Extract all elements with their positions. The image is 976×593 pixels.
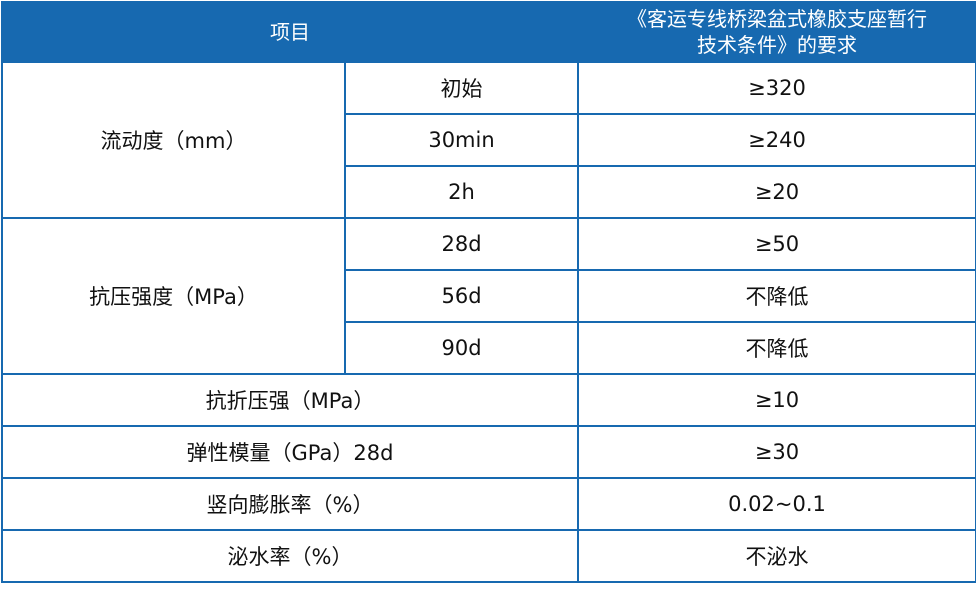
row-label: 泌水率（%） <box>1 529 579 583</box>
table-row: 30min ≥240 <box>2 113 976 167</box>
value: 不降低 <box>577 269 976 323</box>
header-row: 项目 《客运专线桥梁盆式橡胶支座暂行技术条件》的要求 <box>1 1 976 63</box>
value: 不泌水 <box>577 529 976 583</box>
value: 不降低 <box>577 321 976 375</box>
sub-label: 90d <box>344 321 579 375</box>
value: ≥50 <box>577 217 976 271</box>
value: ≥320 <box>577 61 976 115</box>
header-item: 项目 <box>1 1 579 63</box>
value: ≥30 <box>577 425 976 479</box>
table-row: 56d 不降低 <box>2 269 976 323</box>
sub-label: 30min <box>344 113 579 167</box>
table-row: 90d 不降低 <box>2 321 976 375</box>
table-row: 2h ≥20 <box>2 165 976 219</box>
table-row: 竖向膨胀率（%） 0.02~0.1 <box>1 477 976 531</box>
value: 0.02~0.1 <box>577 477 976 531</box>
table-row: 抗压强度（MPa） 28d ≥50 <box>1 217 976 375</box>
sub-label: 2h <box>344 165 579 219</box>
value: ≥240 <box>577 113 976 167</box>
header-requirement-text: 《客运专线桥梁盆式橡胶支座暂行技术条件》的要求 <box>627 7 927 57</box>
row-label: 竖向膨胀率（%） <box>1 477 579 531</box>
table-row: 泌水率（%） 不泌水 <box>1 529 976 583</box>
value: ≥20 <box>577 165 976 219</box>
compressive-label: 抗压强度（MPa） <box>1 217 346 375</box>
sub-label: 28d <box>344 217 579 271</box>
table-row: 弹性模量（GPa）28d ≥30 <box>1 425 976 479</box>
sub-label: 初始 <box>344 61 579 115</box>
table-row: 流动度（mm） 初始 ≥320 <box>1 61 976 219</box>
table-row: 抗折压强（MPa） ≥10 <box>1 373 976 427</box>
sub-label: 56d <box>344 269 579 323</box>
row-label: 弹性模量（GPa）28d <box>1 425 579 479</box>
row-label: 抗折压强（MPa） <box>1 373 579 427</box>
header-requirement: 《客运专线桥梁盆式橡胶支座暂行技术条件》的要求 <box>577 1 976 63</box>
value: ≥10 <box>577 373 976 427</box>
fluidity-label: 流动度（mm） <box>1 61 346 219</box>
